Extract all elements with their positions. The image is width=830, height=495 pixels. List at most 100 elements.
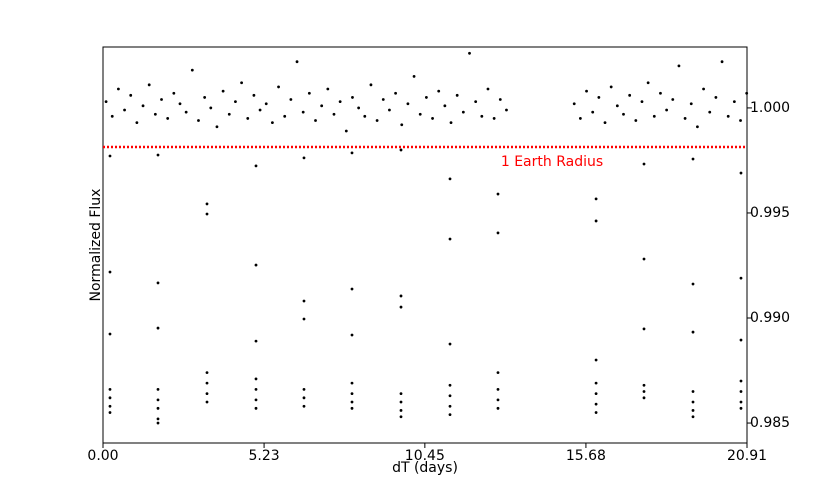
point bbox=[108, 411, 112, 414]
y-tick-label: 0.990 bbox=[750, 310, 790, 326]
point bbox=[153, 112, 157, 116]
point bbox=[344, 129, 348, 133]
point bbox=[332, 112, 336, 116]
point bbox=[108, 154, 112, 158]
point bbox=[448, 342, 452, 346]
point bbox=[492, 117, 496, 120]
point bbox=[381, 98, 385, 101]
point bbox=[156, 388, 160, 391]
point bbox=[689, 102, 693, 106]
point bbox=[646, 81, 650, 85]
point bbox=[691, 400, 695, 404]
y-tick-label: 0.995 bbox=[750, 205, 790, 221]
point bbox=[369, 83, 373, 87]
point bbox=[156, 398, 160, 402]
point bbox=[418, 112, 422, 116]
point bbox=[461, 110, 465, 114]
point bbox=[350, 400, 354, 404]
point bbox=[363, 114, 367, 118]
point bbox=[659, 91, 662, 95]
point bbox=[108, 404, 112, 408]
point bbox=[683, 117, 687, 120]
point bbox=[714, 96, 718, 99]
point bbox=[594, 197, 598, 201]
point bbox=[116, 87, 120, 91]
point bbox=[449, 121, 453, 125]
point bbox=[357, 106, 361, 110]
point bbox=[671, 98, 675, 101]
point bbox=[399, 400, 403, 404]
point bbox=[156, 406, 160, 410]
point bbox=[156, 417, 160, 421]
point bbox=[498, 98, 502, 101]
point bbox=[448, 413, 452, 417]
point bbox=[496, 398, 500, 402]
point bbox=[178, 102, 182, 106]
point bbox=[739, 338, 743, 342]
point bbox=[254, 377, 258, 381]
point bbox=[129, 93, 133, 97]
point bbox=[394, 91, 397, 95]
point bbox=[254, 388, 258, 391]
point bbox=[665, 108, 669, 112]
point bbox=[301, 110, 305, 114]
point bbox=[505, 108, 508, 112]
point bbox=[622, 112, 625, 116]
point bbox=[691, 157, 695, 161]
point bbox=[350, 287, 354, 291]
point bbox=[302, 396, 306, 400]
point bbox=[215, 125, 219, 129]
x-tick-label: 0.00 bbox=[87, 448, 118, 464]
point bbox=[254, 398, 258, 402]
point bbox=[496, 371, 500, 375]
point bbox=[609, 85, 613, 89]
point bbox=[677, 64, 681, 68]
point bbox=[302, 388, 306, 391]
point bbox=[640, 100, 644, 104]
point bbox=[350, 333, 354, 337]
y-tick-label: 0.985 bbox=[750, 415, 790, 431]
point bbox=[448, 177, 452, 181]
point bbox=[739, 119, 742, 122]
point bbox=[448, 383, 452, 387]
point bbox=[108, 332, 112, 336]
point bbox=[123, 108, 126, 112]
point bbox=[431, 117, 434, 120]
point bbox=[302, 404, 306, 408]
x-axis-label: dT (days) bbox=[392, 460, 458, 476]
point bbox=[108, 388, 112, 391]
point bbox=[104, 100, 108, 104]
point bbox=[350, 381, 354, 385]
x-tick-label: 5.23 bbox=[248, 448, 279, 464]
point bbox=[400, 123, 404, 127]
point bbox=[147, 83, 151, 87]
point bbox=[691, 409, 695, 412]
point bbox=[254, 263, 258, 267]
point bbox=[351, 96, 354, 99]
point bbox=[732, 100, 736, 104]
point bbox=[254, 339, 258, 343]
point bbox=[205, 400, 209, 404]
point bbox=[652, 114, 656, 118]
point bbox=[496, 406, 500, 410]
point bbox=[480, 114, 484, 118]
point bbox=[197, 119, 200, 122]
point bbox=[412, 75, 416, 78]
point bbox=[739, 276, 743, 280]
point bbox=[205, 392, 209, 396]
point bbox=[350, 392, 354, 396]
point bbox=[399, 409, 403, 412]
point bbox=[156, 326, 160, 330]
point bbox=[585, 89, 588, 93]
point bbox=[375, 119, 379, 122]
point bbox=[184, 110, 188, 114]
plot-frame bbox=[102, 46, 748, 444]
point bbox=[486, 87, 490, 91]
point bbox=[283, 114, 287, 118]
point bbox=[594, 219, 598, 223]
point bbox=[443, 104, 447, 108]
point bbox=[739, 400, 743, 404]
point bbox=[190, 68, 194, 72]
point bbox=[350, 406, 354, 410]
